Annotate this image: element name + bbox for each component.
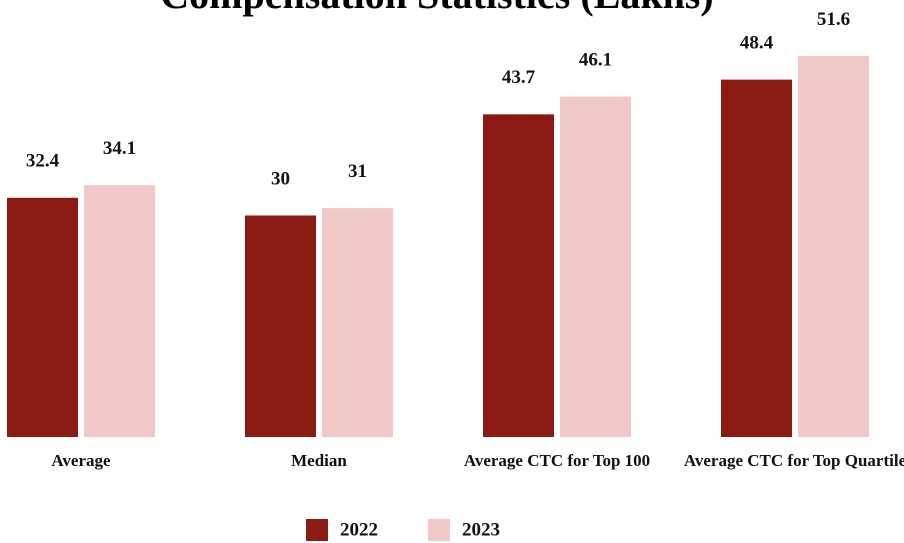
bar bbox=[798, 56, 869, 437]
bar bbox=[483, 114, 554, 438]
x-tick-label: Average bbox=[51, 451, 111, 470]
bar bbox=[84, 185, 155, 437]
chart-title: Compensation Statistics (Lakhs) bbox=[160, 0, 713, 17]
legend-label: 2023 bbox=[462, 519, 500, 540]
data-label: 31 bbox=[348, 161, 367, 182]
bar bbox=[245, 215, 316, 437]
x-tick-label: Median bbox=[291, 451, 347, 470]
legend-swatch bbox=[428, 519, 450, 541]
x-tick-label: Average CTC for Top Quartile bbox=[683, 451, 904, 470]
data-label: 30 bbox=[271, 168, 290, 189]
legend-swatch bbox=[306, 519, 328, 541]
bar bbox=[7, 197, 78, 437]
data-label: 48.4 bbox=[740, 32, 774, 53]
data-label: 46.1 bbox=[579, 49, 612, 70]
bar bbox=[560, 96, 631, 437]
data-label: 32.4 bbox=[26, 151, 60, 172]
legend-label: 2022 bbox=[340, 519, 378, 540]
data-label: 43.7 bbox=[502, 67, 536, 88]
x-tick-label: Average CTC for Top 100 bbox=[463, 451, 651, 470]
bar bbox=[322, 208, 393, 437]
data-label: 34.1 bbox=[103, 138, 136, 159]
bar bbox=[721, 79, 792, 438]
data-label: 51.6 bbox=[817, 9, 850, 30]
